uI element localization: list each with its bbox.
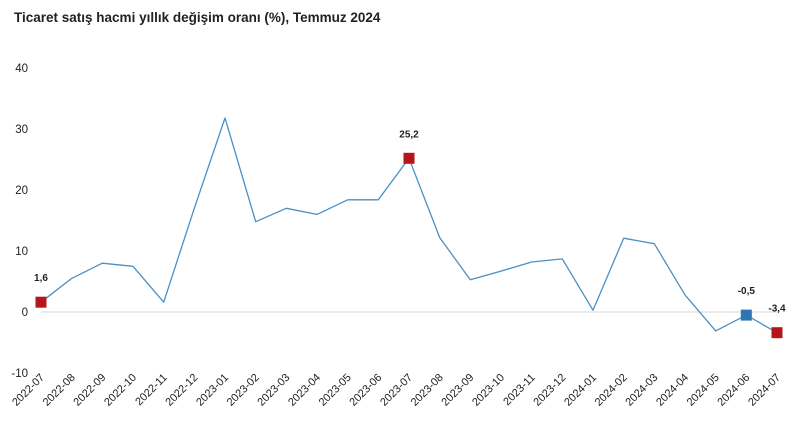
x-tick-label: 2022-09 — [71, 372, 108, 409]
x-tick-label: 2023-09 — [439, 372, 476, 409]
y-tick-label: 0 — [22, 307, 28, 319]
y-tick-label: 40 — [15, 63, 28, 75]
x-tick-label: 2023-06 — [347, 372, 384, 409]
x-tick-label: 2024-04 — [654, 372, 691, 409]
x-tick-label: 2022-11 — [133, 372, 169, 408]
x-tick-label: 2023-12 — [531, 372, 568, 409]
x-tick-label: 2023-08 — [409, 372, 446, 409]
x-tick-label: 2023-03 — [255, 372, 292, 409]
x-tick-label: 2023-11 — [501, 372, 537, 408]
x-tick-label: 2023-10 — [470, 372, 507, 409]
x-tick-label: 2024-06 — [715, 372, 752, 409]
x-tick-label: 2024-01 — [562, 372, 599, 409]
data-label: -3,4 — [768, 304, 786, 315]
x-tick-label: 2022-10 — [102, 372, 139, 409]
chart-title: Ticaret satış hacmi yıllık değişim oranı… — [14, 10, 381, 25]
data-point-marker — [403, 152, 415, 164]
x-tick-label: 2023-02 — [225, 372, 262, 409]
x-tick-label: 2023-05 — [317, 372, 354, 409]
x-tick-label: 2022-08 — [41, 372, 78, 409]
x-tick-label: 2024-05 — [685, 372, 722, 409]
y-tick-label: 30 — [15, 124, 28, 136]
y-tick-label: 20 — [15, 185, 28, 197]
x-tick-label: 2023-07 — [378, 372, 415, 409]
data-point-marker — [35, 296, 47, 308]
x-tick-label: 2022-12 — [163, 372, 200, 409]
x-tick-label: 2024-02 — [593, 372, 630, 409]
series-line — [40, 117, 778, 334]
data-point-marker — [771, 327, 783, 339]
y-tick-label: -10 — [11, 368, 28, 380]
data-point-marker — [740, 309, 752, 321]
x-tick-label: 2023-04 — [286, 372, 323, 409]
x-tick-label: 2024-03 — [623, 372, 660, 409]
x-tick-label: 2023-01 — [194, 372, 231, 409]
data-label: -0,5 — [738, 286, 756, 297]
y-tick-label: 10 — [15, 246, 28, 258]
x-tick-label: 2024-07 — [746, 372, 783, 409]
data-label: 1,6 — [34, 273, 48, 284]
data-label: 25,2 — [399, 129, 419, 140]
